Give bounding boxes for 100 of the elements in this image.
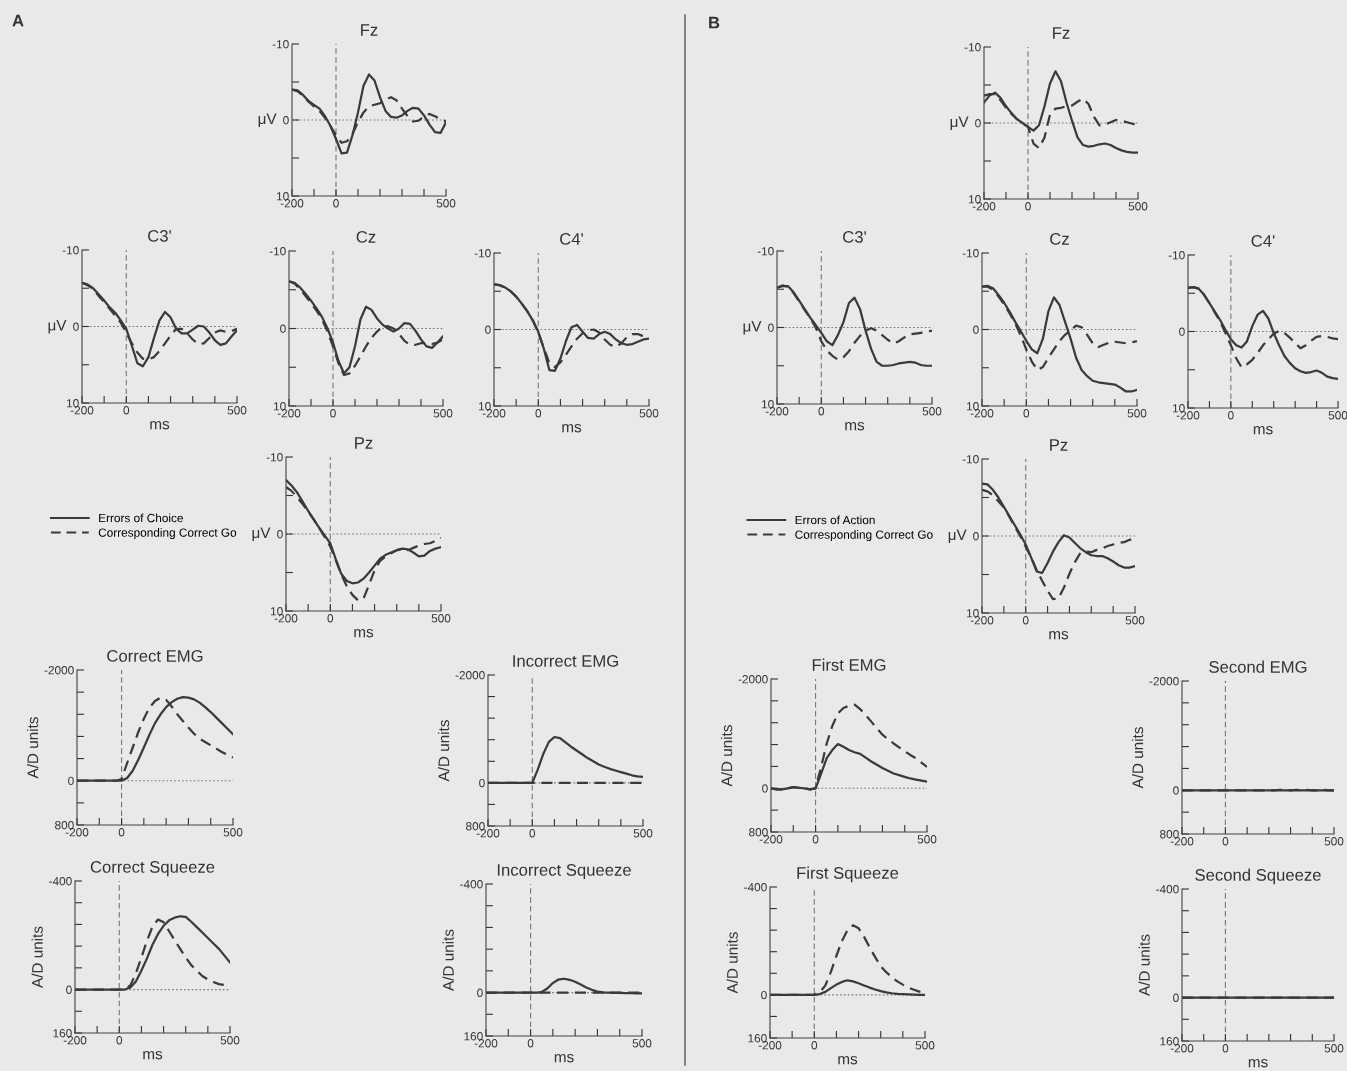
- x-tick-label: -200: [1170, 1044, 1194, 1053]
- y-tick-label: 0: [280, 324, 286, 333]
- y-axis-title: μV: [950, 116, 969, 130]
- x-tick-label: 500: [220, 1036, 240, 1045]
- x-tick-label: 500: [227, 406, 247, 415]
- chart-title: Second Squeeze: [1195, 868, 1321, 885]
- chart-title: C3': [843, 231, 866, 243]
- x-tick-label: 0: [811, 1041, 818, 1050]
- x-tick-label: 500: [632, 1039, 652, 1048]
- x-tick-label: 0: [818, 407, 825, 416]
- x-axis-title: ms: [838, 1056, 858, 1065]
- chart-title: C4': [560, 233, 583, 245]
- x-tick-label: -200: [970, 409, 994, 418]
- x-tick-label: 500: [1125, 616, 1145, 625]
- y-axis-title: μV: [252, 527, 271, 541]
- y-axis-title: A/D units: [438, 720, 450, 782]
- x-tick-label: 0: [1022, 616, 1029, 625]
- chart-title: Second EMG: [1209, 660, 1307, 673]
- x-tick-label: 500: [431, 614, 451, 623]
- chart-title: Fz: [1053, 27, 1070, 39]
- y-tick-label: 0: [277, 530, 283, 539]
- y-tick-label: -2000: [44, 666, 74, 675]
- y-tick-label: 10: [478, 402, 491, 411]
- y-tick-label: 0: [761, 990, 767, 1000]
- x-tick-label: -200: [765, 407, 789, 416]
- legend-label: Errors of Action: [795, 515, 875, 525]
- y-tick-label: 0: [477, 988, 483, 997]
- y-tick-label: -10: [962, 249, 979, 258]
- y-tick-label: 0: [1173, 786, 1179, 795]
- y-axis-title: μV: [743, 320, 762, 335]
- y-tick-label: -10: [272, 40, 289, 49]
- chart-title: Cz: [356, 231, 376, 243]
- x-tick-label: -200: [972, 202, 996, 211]
- x-tick-label: 500: [1324, 837, 1344, 846]
- y-tick-label: 160: [748, 1034, 767, 1043]
- x-axis-title: ms: [143, 1051, 163, 1060]
- x-tick-label: 0: [1222, 1044, 1229, 1053]
- legend-label: Corresponding Correct Go: [98, 528, 237, 540]
- x-tick-label: 0: [1222, 837, 1229, 846]
- x-tick-label: 500: [1127, 409, 1147, 418]
- y-tick-label: -10: [266, 453, 283, 462]
- y-tick-label: 800: [749, 828, 768, 837]
- y-tick-label: 800: [1160, 830, 1179, 839]
- chart-title: First Squeeze: [797, 866, 899, 883]
- x-axis-title: ms: [562, 424, 582, 433]
- x-axis-title: ms: [150, 421, 170, 430]
- text: A: [12, 14, 24, 27]
- y-tick-label: -10: [269, 247, 286, 256]
- x-tick-label: 500: [922, 407, 942, 416]
- y-tick-label: 0: [762, 784, 768, 793]
- y-axis-title: μV: [948, 529, 967, 543]
- y-tick-label: 0: [973, 532, 979, 541]
- x-tick-label: -200: [759, 835, 783, 844]
- chart-title: Incorrect Squeeze: [497, 864, 631, 880]
- y-tick-label: -10: [757, 247, 774, 256]
- y-tick-label: 10: [66, 399, 79, 408]
- y-axis-title: A/D units: [721, 725, 733, 787]
- x-tick-label: 500: [1328, 411, 1347, 420]
- x-tick-label: -200: [65, 828, 89, 837]
- chart-title: Incorrect EMG: [513, 655, 618, 667]
- x-tick-label: -200: [482, 409, 506, 418]
- y-tick-label: 0: [768, 323, 774, 332]
- x-tick-label: 0: [1228, 411, 1234, 420]
- x-tick-label: -200: [70, 406, 94, 415]
- y-tick-label: 10: [276, 192, 289, 201]
- x-tick-label: -200: [1170, 837, 1194, 846]
- y-tick-label: 0: [485, 325, 491, 334]
- y-tick-label: -400: [1156, 885, 1179, 894]
- y-tick-label: 10: [968, 195, 981, 204]
- y-tick-label: 160: [53, 1029, 72, 1038]
- x-tick-label: 0: [812, 835, 819, 844]
- y-axis-title: μV: [258, 113, 277, 127]
- y-tick-label: -10: [474, 249, 491, 258]
- chart-title: Cz: [1050, 233, 1069, 245]
- y-tick-label: -400: [460, 880, 483, 889]
- x-tick-label: 500: [1324, 1044, 1344, 1053]
- x-tick-label: 0: [535, 409, 542, 418]
- y-axis-title: A/D units: [31, 926, 43, 988]
- y-tick-label: 10: [270, 607, 283, 616]
- y-tick-label: -10: [962, 455, 979, 464]
- y-tick-label: -10: [964, 43, 981, 52]
- x-tick-label: 0: [529, 829, 536, 838]
- x-tick-label: 500: [917, 835, 937, 844]
- y-axis-title: A/D units: [27, 717, 39, 779]
- x-axis-title: ms: [354, 629, 374, 638]
- y-tick-label: 0: [479, 778, 485, 788]
- y-tick-label: 0: [975, 119, 981, 128]
- x-tick-label: 500: [915, 1041, 935, 1050]
- y-axis-title: A/D units: [726, 932, 738, 994]
- x-tick-label: 500: [223, 828, 243, 837]
- x-tick-label: -200: [970, 616, 994, 625]
- y-tick-label: 10: [761, 400, 774, 409]
- x-tick-label: -200: [280, 199, 304, 208]
- x-axis-title: ms: [1049, 631, 1069, 640]
- x-tick-label: 0: [330, 409, 336, 418]
- x-tick-label: 0: [1025, 202, 1031, 211]
- y-tick-label: 0: [1173, 993, 1179, 1002]
- y-tick-label: -10: [1168, 251, 1185, 260]
- x-tick-label: 0: [118, 828, 125, 837]
- chart-title: Pz: [355, 437, 373, 449]
